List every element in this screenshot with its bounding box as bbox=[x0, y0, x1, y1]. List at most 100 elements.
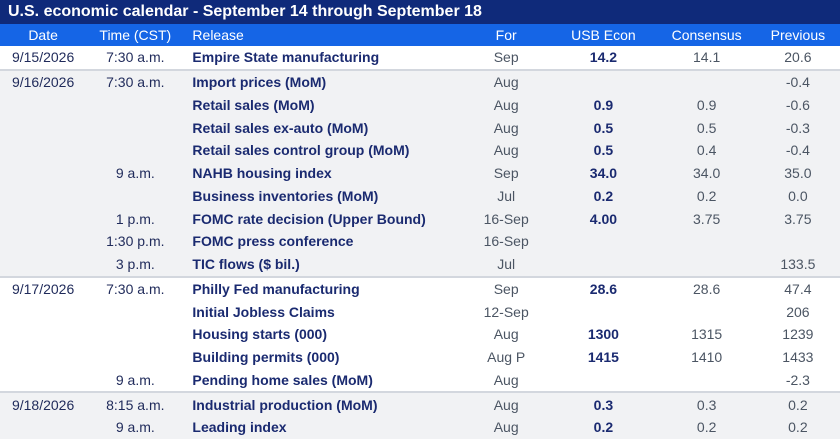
cell-previous: 47.4 bbox=[755, 275, 840, 301]
cell-date: 9/15/2026 bbox=[11, 49, 75, 66]
cell-release: Housing starts (000) bbox=[192, 326, 328, 343]
cell-previous: -0.4 bbox=[755, 68, 840, 94]
cell-time: 7:30 a.m. bbox=[106, 49, 165, 66]
cell-previous: 0.2 bbox=[755, 416, 840, 439]
cell-previous: 1433 bbox=[782, 349, 814, 366]
cell-previous: 20.6 bbox=[784, 49, 812, 66]
cell-release: Import prices (MoM) bbox=[184, 68, 464, 94]
table-row: Building permits (000) Aug P 1415 1410 1433 bbox=[0, 346, 840, 369]
header-date: Date bbox=[28, 27, 58, 43]
cell-for: Aug bbox=[463, 68, 550, 94]
cell-time: 8:15 a.m. bbox=[86, 391, 185, 416]
cell-release: NAHB housing index bbox=[184, 161, 464, 185]
cell-consensus: 0.2 bbox=[657, 184, 756, 208]
cell-previous: 3.75 bbox=[755, 207, 840, 230]
cell-consensus: 0.2 bbox=[657, 416, 756, 439]
cell-time bbox=[86, 93, 185, 117]
cell-for: 16-Sep bbox=[463, 207, 550, 230]
cell-for: Aug bbox=[463, 116, 550, 139]
cell-usb-econ: 0.3 bbox=[549, 391, 658, 416]
cell-date: 9/18/2026 bbox=[0, 391, 87, 416]
cell-time bbox=[86, 139, 185, 162]
cell-usb-econ: 14.2 bbox=[589, 49, 618, 66]
cell-usb-econ: 1300 bbox=[587, 326, 619, 343]
cell-previous: 206 bbox=[786, 303, 810, 320]
cell-date bbox=[0, 93, 87, 117]
cell-previous bbox=[755, 230, 840, 253]
cell-release: Initial Jobless Claims bbox=[192, 303, 335, 320]
cell-usb-econ bbox=[549, 300, 657, 323]
cell-date bbox=[0, 161, 87, 185]
cell-for: Aug bbox=[493, 371, 519, 388]
cell-previous: 133.5 bbox=[755, 252, 840, 277]
cell-previous: -0.4 bbox=[755, 139, 840, 162]
cell-consensus: 0.4 bbox=[657, 139, 756, 162]
table-row: 9/15/2026 7:30 a.m. Empire State manufactu… bbox=[0, 46, 840, 70]
cell-release: Empire State manufacturing bbox=[192, 49, 380, 66]
cell-for: Sep bbox=[463, 275, 550, 301]
cell-previous: -0.6 bbox=[755, 93, 840, 117]
table-row: 1:30 p.m. FOMC press conference 16-Sep bbox=[0, 230, 840, 253]
cell-usb-econ: 1415 bbox=[587, 349, 619, 366]
cell-for: Jul bbox=[463, 184, 550, 208]
cell-date bbox=[0, 369, 86, 393]
cell-for: 16-Sep bbox=[463, 230, 550, 253]
cell-previous: 1239 bbox=[782, 326, 814, 343]
cell-time bbox=[86, 184, 185, 208]
table-row: Initial Jobless Claims 12-Sep 206 bbox=[0, 300, 840, 323]
cell-date bbox=[0, 139, 87, 162]
cell-consensus: 34.0 bbox=[657, 161, 756, 185]
cell-for: Aug P bbox=[487, 349, 526, 366]
cell-date: 9/16/2026 bbox=[0, 68, 87, 94]
cell-usb-econ: 4.00 bbox=[549, 207, 658, 230]
table-row: 9 a.m. Pending home sales (MoM) Aug -2.3 bbox=[0, 369, 840, 393]
table-body: 9/15/2026 7:30 a.m. Empire State manufactu… bbox=[0, 46, 840, 439]
cell-consensus bbox=[658, 300, 756, 323]
cell-previous: 0.0 bbox=[755, 184, 840, 208]
cell-usb-econ: 28.6 bbox=[549, 275, 658, 301]
cell-release: Industrial production (MoM) bbox=[184, 391, 464, 416]
table-row: 9 a.m. NAHB housing index Sep 34.0 34.0 35.0 bbox=[0, 161, 840, 185]
cell-usb-econ bbox=[549, 230, 658, 253]
cell-usb-econ: 0.9 bbox=[549, 93, 658, 117]
cell-previous: 35.0 bbox=[755, 161, 840, 185]
cell-release: Retail sales ex-auto (MoM) bbox=[184, 116, 464, 139]
cell-usb-econ: 34.0 bbox=[549, 161, 658, 185]
cell-date bbox=[0, 252, 87, 277]
cell-time: 7:30 a.m. bbox=[86, 275, 185, 301]
cell-usb-econ bbox=[549, 369, 657, 393]
cell-time: 1:30 p.m. bbox=[86, 230, 185, 253]
cell-release: Retail sales control group (MoM) bbox=[184, 139, 464, 162]
cell-time bbox=[86, 116, 185, 139]
cell-release: Business inventories (MoM) bbox=[184, 184, 464, 208]
table-row: Retail sales ex-auto (MoM) Aug 0.5 0.5 -0.3 bbox=[0, 116, 840, 139]
cell-time: 7:30 a.m. bbox=[86, 68, 185, 94]
calendar-title: U.S. economic calendar - September 14 th… bbox=[0, 0, 840, 24]
cell-consensus: 14.1 bbox=[693, 49, 721, 66]
cell-previous: -0.3 bbox=[755, 116, 840, 139]
cell-date bbox=[0, 184, 87, 208]
cell-consensus: 3.75 bbox=[657, 207, 756, 230]
cell-usb-econ bbox=[549, 252, 658, 277]
cell-date bbox=[0, 323, 86, 346]
cell-consensus bbox=[657, 68, 756, 94]
cell-release: Leading index bbox=[184, 416, 464, 439]
cell-for: Aug bbox=[463, 93, 550, 117]
cell-time bbox=[86, 300, 184, 323]
cell-time: 9 a.m. bbox=[86, 161, 185, 185]
cell-date: 9/17/2026 bbox=[0, 275, 87, 301]
cell-previous: 0.2 bbox=[755, 391, 840, 416]
cell-date bbox=[0, 207, 87, 230]
table-header: Date Time (CST) Release For USB Econ Con… bbox=[0, 24, 840, 46]
cell-consensus: 0.9 bbox=[657, 93, 756, 117]
cell-release: Retail sales (MoM) bbox=[184, 93, 464, 117]
table-row: Retail sales (MoM) Aug 0.9 0.9 -0.6 bbox=[0, 93, 840, 117]
cell-date bbox=[0, 116, 87, 139]
cell-release: FOMC press conference bbox=[184, 230, 464, 253]
table-row: 9/18/2026 8:15 a.m. Industrial production … bbox=[0, 391, 840, 416]
cell-for: Aug bbox=[463, 391, 550, 416]
cell-for: Jul bbox=[463, 252, 550, 277]
header-time: Time (CST) bbox=[99, 27, 172, 43]
cell-time: 9 a.m. bbox=[86, 416, 185, 439]
